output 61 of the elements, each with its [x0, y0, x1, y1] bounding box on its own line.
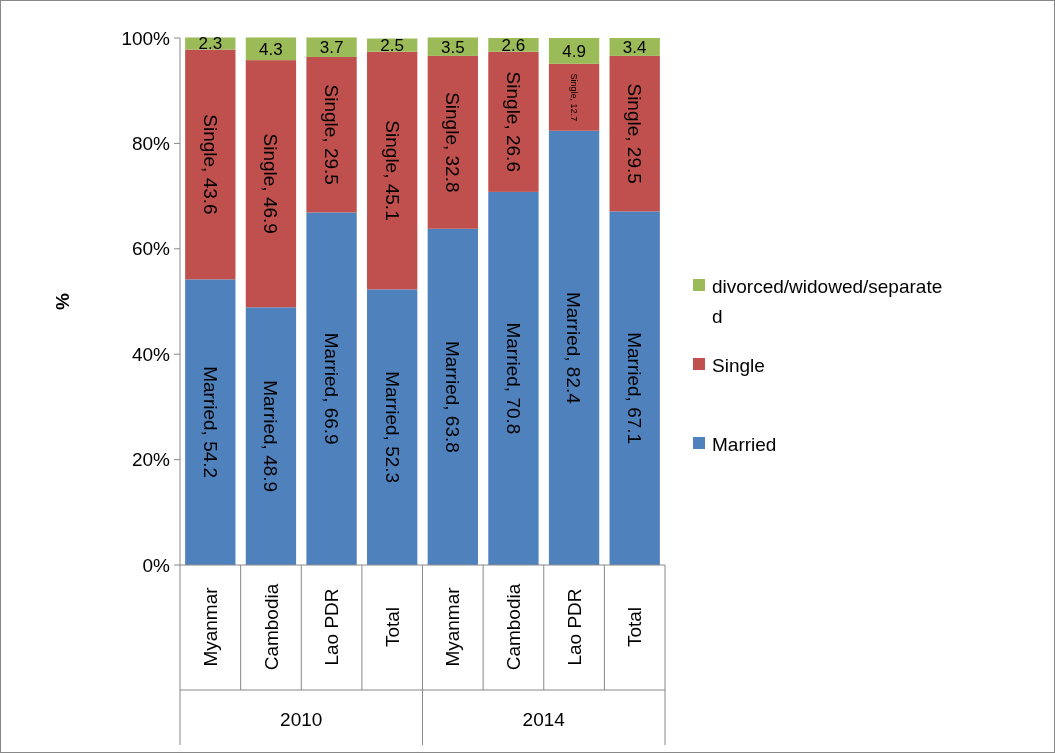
data-label: Single, 32.8: [442, 92, 464, 193]
bar: [427, 55, 478, 229]
y-tick-label: 20%: [131, 449, 171, 471]
data-label: 2.6: [501, 35, 526, 55]
data-label: Married, 54.2: [199, 366, 221, 479]
data-label: Married, 67.1: [624, 332, 646, 445]
x-tick-label: Cambodia: [260, 583, 282, 671]
bar: [488, 51, 539, 192]
x-tick-label: Lao PDR: [321, 588, 343, 666]
data-label: 4.3: [259, 39, 283, 59]
x-tick-label: Lao PDR: [563, 588, 585, 666]
data-label: Married, 82.4: [563, 291, 585, 405]
data-label: Single, 43.6: [199, 114, 221, 215]
x-tick-label: Myanmar: [199, 586, 221, 667]
data-label: Single, 29.5: [624, 83, 646, 184]
bar: [548, 63, 600, 131]
bar: [306, 56, 357, 213]
bar: [245, 60, 297, 308]
bar: [488, 191, 539, 565]
x-tick-label: Cambodia: [503, 583, 525, 671]
text: 2014: [522, 709, 566, 730]
data-label: Single, 46.9: [260, 133, 282, 234]
bar: [185, 279, 236, 565]
data-label: Married, 63.8: [442, 340, 464, 453]
bar: [548, 130, 600, 565]
bar: [306, 212, 357, 565]
bar: [367, 51, 418, 290]
bar: [185, 49, 236, 280]
data-label: 2.5: [380, 36, 405, 56]
data-label: 3.5: [440, 37, 465, 57]
text: 2010: [280, 709, 323, 730]
data-label: Single, 45.1: [381, 120, 403, 221]
bar: [609, 211, 660, 565]
bar: [245, 307, 297, 565]
y-tick-label: 80%: [131, 133, 171, 155]
data-label: Married, 70.8: [502, 322, 524, 435]
y-tick-label: 40%: [131, 343, 171, 365]
x-tick-label: Total: [624, 606, 646, 648]
data-label: Single, 12.7: [568, 73, 579, 122]
data-label: Married, 52.3: [381, 371, 403, 484]
data-label: Married, 66.9: [320, 332, 342, 445]
data-label: Married, 48.9: [260, 380, 282, 493]
x-tick-label: Total: [381, 606, 403, 648]
bar: [609, 55, 660, 212]
x-tick-label: Myanmar: [442, 586, 464, 667]
data-label: Single, 26.6: [502, 71, 524, 172]
legend-label: Married: [712, 433, 777, 455]
data-label: 4.9: [562, 41, 586, 61]
bar: [367, 289, 418, 565]
bar: [427, 228, 478, 565]
y-tick-label: 0%: [142, 554, 171, 576]
data-label: 2.3: [198, 34, 223, 54]
legend-label: divorced/widowed/separated: [712, 275, 943, 327]
legend-label: Single: [712, 354, 765, 376]
data-label: 3.7: [319, 38, 344, 58]
y-axis-title: %: [51, 292, 73, 310]
y-tick-label: 100%: [121, 27, 171, 49]
data-label: 3.4: [622, 37, 647, 57]
bar: [306, 37, 357, 57]
y-tick-label: 60%: [131, 238, 171, 260]
data-label: Single, 29.5: [320, 84, 342, 185]
